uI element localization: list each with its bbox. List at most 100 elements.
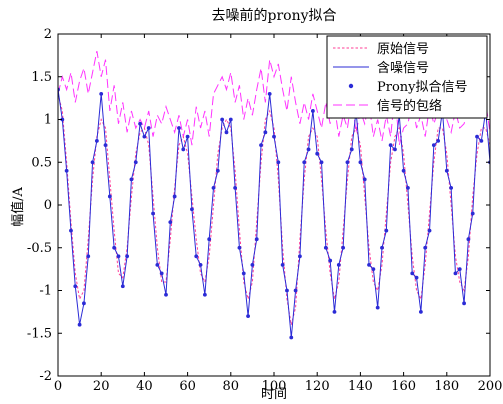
legend-label: Prony拟合信号	[377, 80, 468, 95]
data-point	[341, 245, 346, 250]
x-tick-label: 80	[223, 379, 240, 394]
y-tick-label: 1	[44, 113, 52, 128]
x-tick-label: 0	[54, 379, 62, 394]
y-axis-label: 幅值/A	[10, 187, 26, 227]
data-point	[453, 271, 458, 276]
data-point	[202, 292, 207, 297]
data-point	[168, 220, 173, 225]
data-point	[177, 126, 181, 130]
legend-entry: Prony拟合信号	[348, 80, 468, 95]
data-point	[358, 160, 363, 165]
data-point	[211, 186, 216, 190]
data-point	[90, 160, 95, 165]
data-point	[237, 245, 242, 250]
data-point	[436, 138, 441, 143]
data-point	[393, 147, 397, 152]
data-point	[298, 254, 302, 259]
data-point	[332, 309, 337, 314]
data-point	[431, 143, 436, 148]
data-point	[263, 130, 268, 135]
data-point	[315, 151, 320, 156]
data-point	[449, 186, 454, 190]
x-tick-label: 20	[93, 379, 110, 394]
data-point	[475, 134, 479, 139]
data-point	[103, 143, 108, 148]
data-point	[181, 147, 186, 152]
data-point	[367, 262, 371, 267]
data-point	[328, 258, 333, 263]
data-point	[224, 130, 229, 135]
data-point	[73, 284, 78, 289]
y-tick-label: -0.5	[27, 241, 52, 256]
data-point	[302, 160, 307, 165]
data-point	[164, 292, 168, 297]
data-point	[319, 160, 324, 165]
data-point	[64, 168, 69, 173]
data-point	[198, 262, 203, 267]
data-point	[306, 147, 311, 152]
data-point	[142, 134, 147, 139]
legend-entry: 原始信号	[333, 42, 429, 57]
data-point	[272, 134, 276, 139]
data-point	[250, 262, 255, 267]
data-point	[112, 245, 117, 250]
data-point	[220, 117, 225, 122]
x-tick-label: 100	[262, 379, 287, 394]
data-point	[293, 288, 298, 293]
data-point	[276, 160, 281, 165]
chart-title: 去噪前的prony拟合	[211, 7, 336, 24]
data-point	[345, 160, 350, 165]
data-point	[94, 138, 99, 143]
y-tick-label: 0.5	[31, 155, 52, 170]
data-point	[259, 143, 263, 148]
x-tick-label: 140	[348, 379, 373, 394]
data-point	[362, 177, 367, 182]
legend-marker	[348, 83, 354, 89]
data-point	[107, 194, 112, 199]
legend-box	[326, 35, 488, 119]
y-tick-label: 0	[44, 198, 52, 213]
data-point	[77, 322, 82, 327]
data-point	[418, 309, 423, 314]
y-tick-label: -1.5	[27, 326, 52, 341]
data-point	[371, 267, 376, 272]
data-point	[462, 301, 466, 306]
data-point	[336, 262, 341, 267]
y-tick-label: -1	[39, 284, 52, 299]
data-point	[155, 262, 160, 267]
data-point	[427, 228, 432, 233]
data-point	[254, 237, 259, 242]
x-axis-label: 时间	[261, 387, 287, 402]
legend-entry: 信号的包络	[333, 98, 442, 114]
data-point	[215, 168, 220, 173]
series-envelope-line	[58, 51, 490, 146]
data-point	[151, 211, 155, 216]
data-point	[323, 245, 328, 250]
data-point	[138, 121, 142, 126]
legend-entry: 含噪信号	[333, 60, 429, 76]
x-tick-label: 160	[391, 379, 416, 394]
data-point	[388, 143, 393, 148]
data-point	[241, 271, 246, 276]
data-point	[479, 138, 484, 143]
legend-label: 原始信号	[377, 42, 429, 57]
data-point	[172, 194, 177, 199]
data-point	[380, 245, 384, 250]
data-point	[310, 109, 315, 113]
data-point	[120, 284, 125, 289]
data-point	[267, 91, 272, 96]
data-point	[159, 271, 164, 276]
data-point	[285, 288, 289, 293]
data-point	[228, 117, 233, 122]
data-point	[69, 228, 73, 233]
data-point	[466, 237, 471, 242]
data-point	[401, 168, 406, 173]
data-point	[406, 186, 410, 190]
data-point	[82, 301, 86, 306]
y-tick-label: 2	[44, 27, 52, 42]
data-point	[414, 275, 419, 280]
plot-area: 0 20 40 60 80 100 120 140 160 180 200-2-1.5-1-0.50…	[27, 27, 502, 394]
data-point	[185, 134, 190, 139]
